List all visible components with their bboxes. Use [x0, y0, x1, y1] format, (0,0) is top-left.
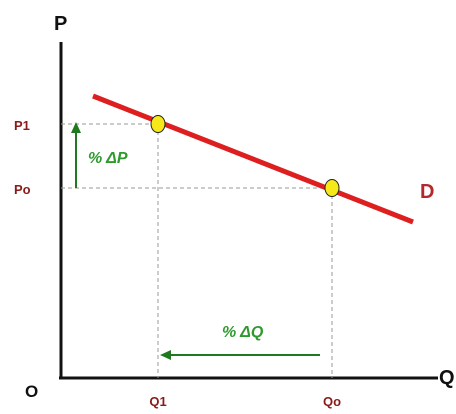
origin-label: O: [25, 382, 38, 401]
x-axis-title: Q: [439, 367, 455, 389]
demand-curve: [92, 93, 414, 225]
y-axis-title: P: [54, 13, 67, 35]
price-change-arrowhead: [71, 122, 81, 133]
point-q1-p1: [150, 115, 166, 133]
quantity-change-label: % ΔQ: [222, 324, 264, 341]
point-qo-po: [324, 179, 340, 197]
y-tick-p1: P1: [14, 118, 30, 133]
demand-curve-label: D: [420, 181, 434, 203]
quantity-change-arrowhead: [160, 350, 171, 360]
x-tick-q1: Q1: [149, 394, 166, 409]
y-tick-po: Po: [14, 182, 31, 197]
x-tick-qo: Qo: [323, 394, 341, 409]
price-change-label: % ΔP: [88, 150, 128, 167]
